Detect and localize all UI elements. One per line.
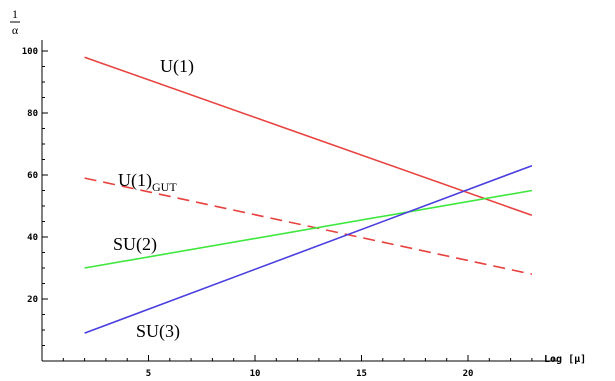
x-tick-label: 20 (463, 369, 474, 379)
y-tick-label: 100 (22, 47, 38, 57)
x-axis-label: Log [μ] (544, 354, 586, 365)
series-line-su2 (84, 189, 533, 269)
series-label-su3: SU(3) (136, 321, 180, 342)
series-label-subscript: GUT (152, 180, 177, 194)
axes: 5 10 15 20 20 40 60 80 100 (22, 40, 558, 379)
series-label-su2: SU(2) (113, 234, 157, 255)
series-line-su3 (84, 164, 533, 334)
y-axis-label-numerator: 1 (12, 7, 18, 21)
y-axis-label-denominator: α (12, 23, 19, 37)
y-tick-label: 20 (27, 295, 38, 305)
series-label-u1: U(1) (160, 56, 194, 77)
series-label-u1-gut: U(1)GUT (118, 170, 177, 194)
x-tick-label: 5 (146, 369, 151, 379)
labels: Log [μ] 1 α U(1) U(1)GUT SU(2) SU(3) (10, 7, 586, 365)
x-tick-label: 15 (356, 369, 367, 379)
series-line-u1 (84, 56, 533, 217)
x-tick-label: 10 (250, 369, 261, 379)
series-line-u1-gut (84, 177, 533, 275)
y-tick-label: 80 (27, 109, 38, 119)
y-tick-label: 60 (27, 171, 38, 181)
series-lines (84, 56, 533, 334)
y-tick-label: 40 (27, 233, 38, 243)
